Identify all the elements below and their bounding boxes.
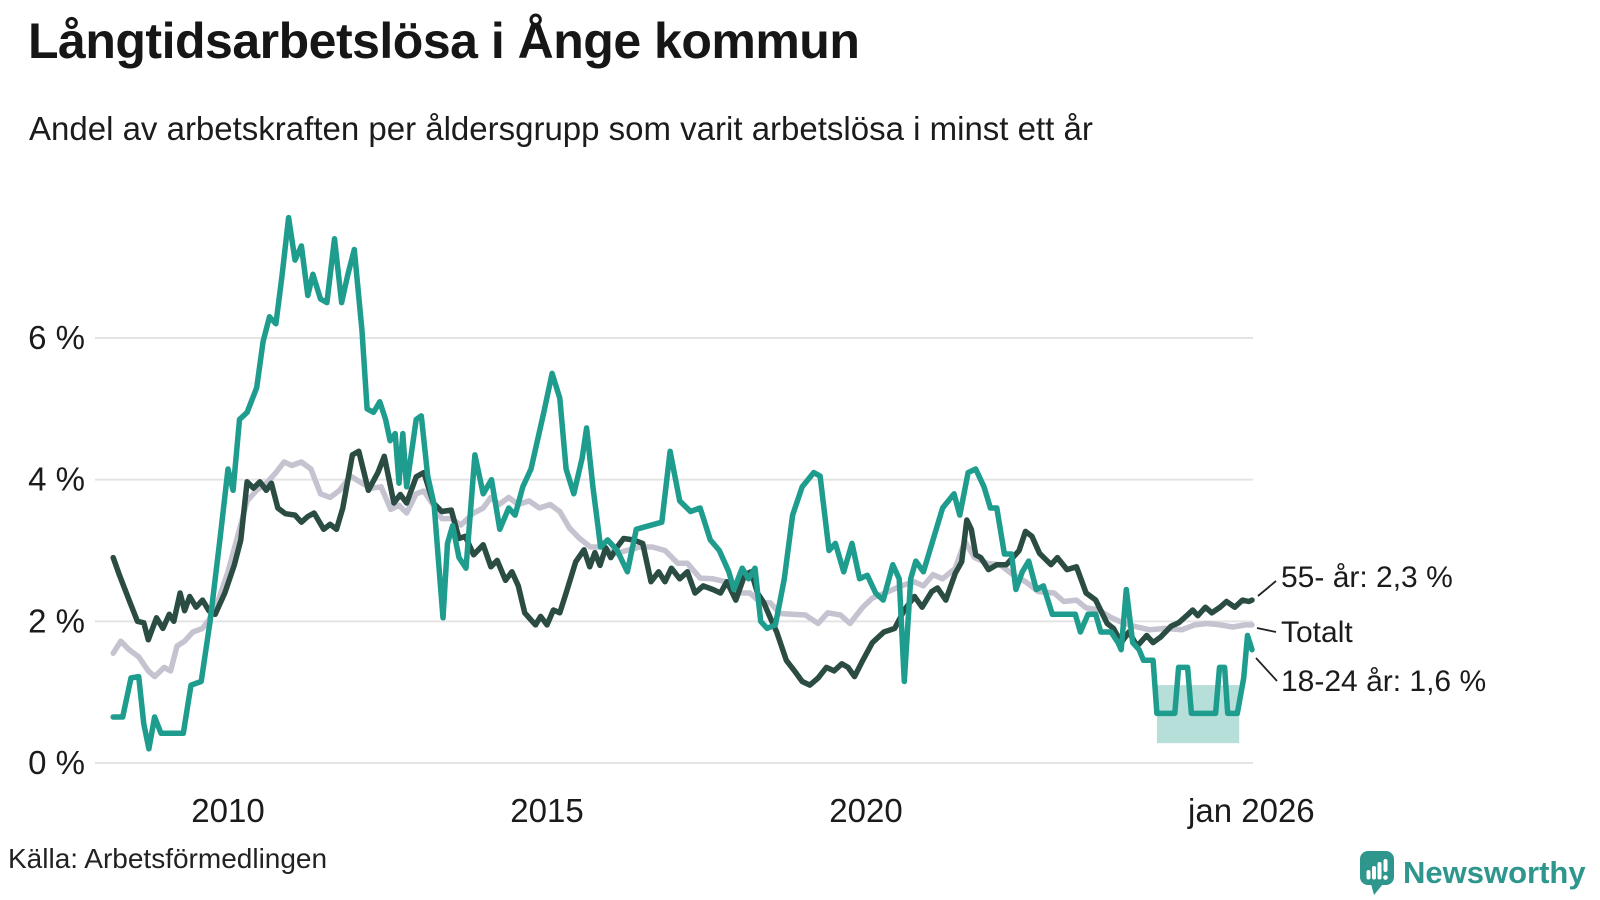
label-connector — [1256, 627, 1277, 633]
source-note: Källa: Arbetsförmedlingen — [8, 843, 328, 874]
newsworthy-logo: Newsworthy — [1360, 850, 1586, 896]
y-tick-label: 6 % — [28, 319, 85, 356]
series-line-18-24-r — [110, 214, 1255, 752]
x-tick-label: 2020 — [829, 792, 902, 829]
y-tick-label: 4 % — [28, 461, 85, 498]
series-end-label-totalt: Totalt — [1281, 616, 1353, 649]
x-tick-label: 2010 — [191, 792, 264, 829]
page-title: Långtidsarbetslösa i Ånge kommun — [28, 13, 860, 69]
series-end-label-18-24: 18-24 år: 1,6 % — [1281, 665, 1487, 698]
series-line-totalt — [110, 459, 1255, 680]
newsworthy-wordmark: Newsworthy — [1403, 855, 1586, 890]
y-tick-label: 0 % — [28, 744, 85, 781]
label-connector — [1257, 580, 1277, 597]
series-line-55-r — [110, 448, 1255, 688]
y-tick-label: 2 % — [28, 602, 85, 639]
series-end-label-55: 55- år: 2,3 % — [1281, 561, 1453, 594]
x-tick-label: jan 2026 — [1187, 792, 1315, 829]
page-subtitle: Andel av arbetskraften per åldersgrupp s… — [29, 110, 1093, 147]
newsworthy-bubble-chart-icon — [1360, 850, 1394, 895]
x-tick-label: 2015 — [510, 792, 583, 829]
label-connector — [1255, 657, 1278, 682]
